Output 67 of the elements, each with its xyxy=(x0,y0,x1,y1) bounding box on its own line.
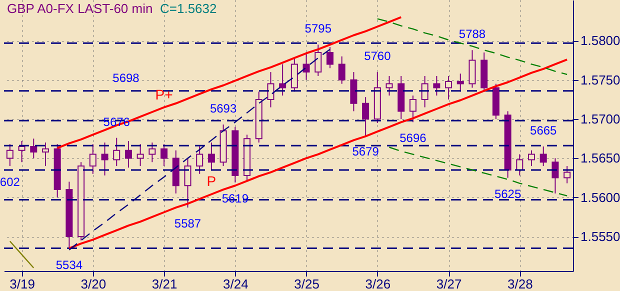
candlestick xyxy=(148,142,156,163)
candlestick xyxy=(468,50,476,88)
candlestick xyxy=(338,56,346,84)
annotation: 5698 xyxy=(112,71,140,85)
candlestick xyxy=(302,52,310,80)
candlestick xyxy=(101,142,108,176)
candlestick xyxy=(124,140,132,168)
text: 5788 xyxy=(458,27,486,42)
candlestick xyxy=(421,75,428,108)
x-tick-label: 3/25 xyxy=(294,276,320,291)
text: 5625 xyxy=(494,186,522,201)
text: 602 xyxy=(0,175,20,190)
candlestick xyxy=(552,158,559,194)
candlestick xyxy=(30,138,38,159)
candlestick xyxy=(18,140,26,163)
candlestick xyxy=(290,57,298,92)
candlestick xyxy=(456,73,464,92)
candlestick xyxy=(564,166,571,184)
y-tick-label: 1.5650 xyxy=(580,150,620,166)
candlestick xyxy=(362,96,370,136)
x-tick-label: 3/20 xyxy=(80,276,106,291)
y-tick-label: 1.5750 xyxy=(580,72,620,88)
x-tick-label: 3/28 xyxy=(508,276,533,291)
candlestick xyxy=(113,137,120,167)
line-series xyxy=(388,146,568,196)
x-tick-label: 3/21 xyxy=(152,276,178,291)
candlestick xyxy=(279,64,286,96)
text: 5679 xyxy=(352,144,379,158)
x-tick-label: 3/26 xyxy=(365,276,391,291)
y-tick-label: 1.5800 xyxy=(580,33,620,48)
text: 5665 xyxy=(530,123,557,138)
y-tick-label: 1.5600 xyxy=(580,190,620,205)
candlestick xyxy=(433,75,440,96)
text: 5587 xyxy=(174,216,202,231)
text: 5795 xyxy=(304,22,332,36)
text: 5760 xyxy=(364,49,391,64)
x-tick-label: 3/24 xyxy=(223,276,248,291)
text: 5534 xyxy=(56,258,83,272)
candlestick xyxy=(267,72,274,108)
candlestick xyxy=(528,150,536,167)
text: 5693 xyxy=(210,102,237,116)
candlestick xyxy=(136,144,144,167)
candlestick xyxy=(196,146,204,174)
candlestick xyxy=(89,144,96,174)
candlestick xyxy=(445,75,452,100)
candlestick xyxy=(326,46,334,69)
series-label: P+ xyxy=(155,86,173,102)
text: 5696 xyxy=(400,131,426,146)
x-tick-label: 3/19 xyxy=(10,276,35,291)
text: 5619 xyxy=(222,191,249,206)
candlestick xyxy=(314,44,322,76)
candlestick xyxy=(184,158,192,208)
candlestick xyxy=(386,75,393,96)
candlestick xyxy=(350,72,358,112)
candlestick xyxy=(6,144,14,167)
x-tick-label: 3/27 xyxy=(436,276,462,291)
candlestick xyxy=(208,142,215,170)
candlestick xyxy=(160,144,168,167)
chart-subtitle: C=1.5632 xyxy=(160,1,217,16)
candlestick xyxy=(409,95,416,123)
candlestick xyxy=(42,142,49,167)
line-series xyxy=(68,58,568,250)
y-tick-label: 1.5700 xyxy=(580,112,620,127)
chart-title: GBP A0-FX LAST-60 min xyxy=(7,1,153,16)
series-label: P xyxy=(206,173,216,190)
candlestick xyxy=(540,146,547,167)
y-tick-label: 1.5550 xyxy=(580,229,620,244)
